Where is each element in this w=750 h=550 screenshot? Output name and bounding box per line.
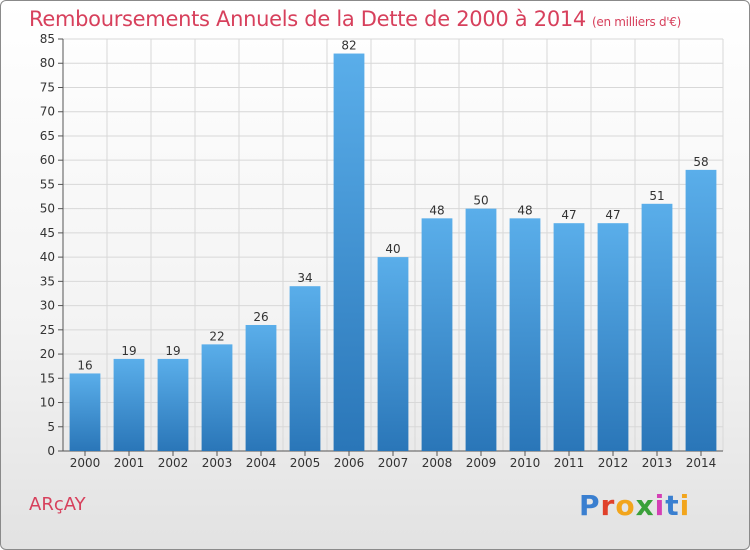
y-tick-label: 75	[40, 80, 55, 94]
x-tick-label: 2013	[642, 456, 673, 470]
y-tick-label: 50	[40, 202, 55, 216]
y-tick-label: 15	[40, 371, 55, 385]
chart-title: Remboursements Annuels de la Dette de 20…	[29, 7, 681, 31]
x-tick-label: 2003	[202, 456, 233, 470]
logo-letter: i	[654, 489, 666, 522]
value-label: 19	[165, 344, 180, 358]
y-tick-label: 85	[40, 32, 55, 46]
value-label: 47	[605, 208, 620, 222]
y-tick-label: 40	[40, 250, 55, 264]
x-tick-label: 2000	[70, 456, 101, 470]
bar	[465, 208, 497, 451]
value-label: 82	[341, 39, 356, 53]
bar	[113, 358, 145, 451]
x-tick-label: 2007	[378, 456, 409, 470]
bars	[69, 53, 717, 452]
x-tick-label: 2009	[466, 456, 497, 470]
x-tick-label: 2014	[686, 456, 717, 470]
y-tick-label: 5	[47, 420, 55, 434]
y-tick-label: 10	[40, 396, 55, 410]
x-tick-label: 2011	[554, 456, 585, 470]
value-label: 51	[649, 189, 664, 203]
bar	[377, 257, 409, 451]
bar	[509, 218, 541, 451]
logo-letter: r	[600, 489, 616, 522]
y-tick-label: 0	[47, 444, 55, 458]
x-tick-label: 2002	[158, 456, 189, 470]
y-tick-label: 25	[40, 323, 55, 337]
x-tick-label: 2001	[114, 456, 145, 470]
x-tick-label: 2004	[246, 456, 277, 470]
value-label: 16	[77, 358, 92, 372]
bar	[597, 223, 629, 451]
bar	[641, 203, 673, 451]
bar	[201, 344, 233, 451]
value-label: 50	[473, 194, 488, 208]
y-tick-label: 70	[40, 105, 55, 119]
logo-letter: i	[679, 489, 691, 522]
bar	[69, 373, 101, 451]
bar	[333, 53, 365, 452]
y-tick-label: 30	[40, 299, 55, 313]
y-tick-label: 65	[40, 129, 55, 143]
value-label: 26	[253, 310, 268, 324]
x-tick-label: 2012	[598, 456, 629, 470]
place-name: ARçAY	[29, 494, 86, 515]
value-label: 19	[121, 344, 136, 358]
logo-letter: x	[635, 489, 655, 522]
y-tick-label: 35	[40, 274, 55, 288]
value-label: 48	[429, 203, 444, 217]
x-tick-label: 2010	[510, 456, 541, 470]
logo-letter: o	[615, 489, 636, 522]
value-label: 40	[385, 242, 400, 256]
chart-unit: (en milliers d'€)	[592, 15, 682, 29]
bar	[421, 218, 453, 451]
y-tick-label: 80	[40, 56, 55, 70]
labels: 0 5 10 15 20 25 30 35 40 45 50 55 60 65 70 75 80 85 16 2000…	[40, 32, 717, 470]
x-tick-label: 2006	[334, 456, 365, 470]
value-label: 48	[517, 203, 532, 217]
proxiti-logo: Proxiti	[579, 489, 690, 522]
chart-title-text: Remboursements Annuels de la Dette de 20…	[29, 7, 586, 31]
value-label: 47	[561, 208, 576, 222]
x-tick-label: 2005	[290, 456, 321, 470]
bar	[157, 358, 189, 451]
y-tick-label: 20	[40, 347, 55, 361]
value-label: 34	[297, 271, 312, 285]
x-tick-label: 2008	[422, 456, 453, 470]
bar	[685, 169, 717, 451]
bar	[553, 223, 585, 451]
value-label: 22	[209, 329, 224, 343]
y-tick-label: 45	[40, 226, 55, 240]
y-tick-label: 60	[40, 153, 55, 167]
logo-letter: P	[579, 489, 601, 522]
bar	[245, 324, 277, 451]
value-label: 58	[693, 155, 708, 169]
y-tick-label: 55	[40, 177, 55, 191]
bar	[289, 286, 321, 451]
logo-letter: t	[665, 489, 680, 522]
